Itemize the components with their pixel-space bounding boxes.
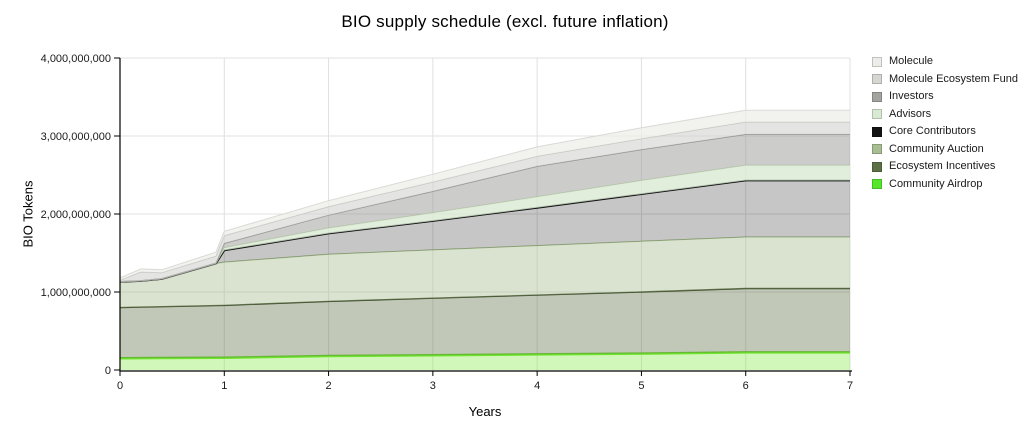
x-tick-label: 3: [430, 380, 436, 392]
x-tick-label: 4: [534, 380, 540, 392]
x-tick-label: 1: [221, 380, 227, 392]
legend-item-core-contributors: Core Contributors: [872, 125, 1018, 138]
legend-swatch: [872, 109, 882, 119]
legend-label: Investors: [889, 90, 934, 102]
x-tick-label: 7: [847, 380, 853, 392]
legend-item-molecule-ecosystem-fund: Molecule Ecosystem Fund: [872, 73, 1018, 86]
edge-molecule: [119, 109, 850, 279]
legend-swatch: [872, 91, 882, 102]
edge-community-airdrop: [119, 351, 850, 360]
legend-label: Community Airdrop: [889, 177, 983, 190]
legend-swatch: [872, 144, 882, 154]
area-molecule-ecosystem-fund: [120, 122, 850, 282]
legend-item-ecosystem-incentives: Ecosystem Incentives: [872, 160, 1018, 173]
legend-label: Ecosystem Incentives: [889, 160, 996, 172]
area-ecosystem-incentives: [120, 288, 850, 359]
x-tick-label: 0: [117, 380, 123, 392]
legend-label: Molecule Ecosystem Fund: [889, 72, 1018, 85]
y-tick-label: 0: [105, 365, 111, 377]
y-tick-label: 1,000,000,000: [41, 287, 111, 299]
area-core-contributors: [120, 180, 850, 282]
legend-swatch: [872, 74, 882, 84]
legend-label: Core Contributors: [889, 125, 976, 137]
edge-ecosystem-incentives: [119, 287, 850, 309]
legend-swatch: [872, 179, 882, 189]
legend-label: Community Auction: [889, 142, 984, 155]
legend-item-molecule: Molecule: [872, 55, 1018, 68]
legend-swatch: [872, 161, 882, 172]
area-advisors: [120, 165, 850, 282]
legend-item-community-airdrop: Community Airdrop: [872, 178, 1018, 191]
area-investors: [120, 134, 850, 282]
y-tick-label: 3,000,000,000: [41, 131, 111, 143]
area-community-auction: [120, 237, 850, 308]
y-tick-label: 4,000,000,000: [41, 53, 111, 65]
legend-label: Molecule: [889, 55, 934, 67]
y-tick-label: 2,000,000,000: [41, 209, 111, 221]
legend: Molecule Molecule Ecosystem Fund Investors…: [872, 55, 1018, 195]
legend-swatch: [872, 126, 882, 137]
legend-item-advisors: Advisors: [872, 108, 1018, 121]
x-tick-label: 2: [326, 380, 332, 392]
chart-title: BIO supply schedule (excl. future inflat…: [341, 12, 669, 31]
legend-swatch: [872, 56, 882, 67]
legend-item-investors: Investors: [872, 90, 1018, 103]
x-tick-label: 5: [638, 380, 644, 392]
x-axis-title: Years: [468, 404, 502, 419]
legend-item-community-auction: Community Auction: [872, 143, 1018, 156]
legend-label: Advisors: [889, 107, 932, 120]
x-tick-label: 6: [743, 380, 749, 392]
